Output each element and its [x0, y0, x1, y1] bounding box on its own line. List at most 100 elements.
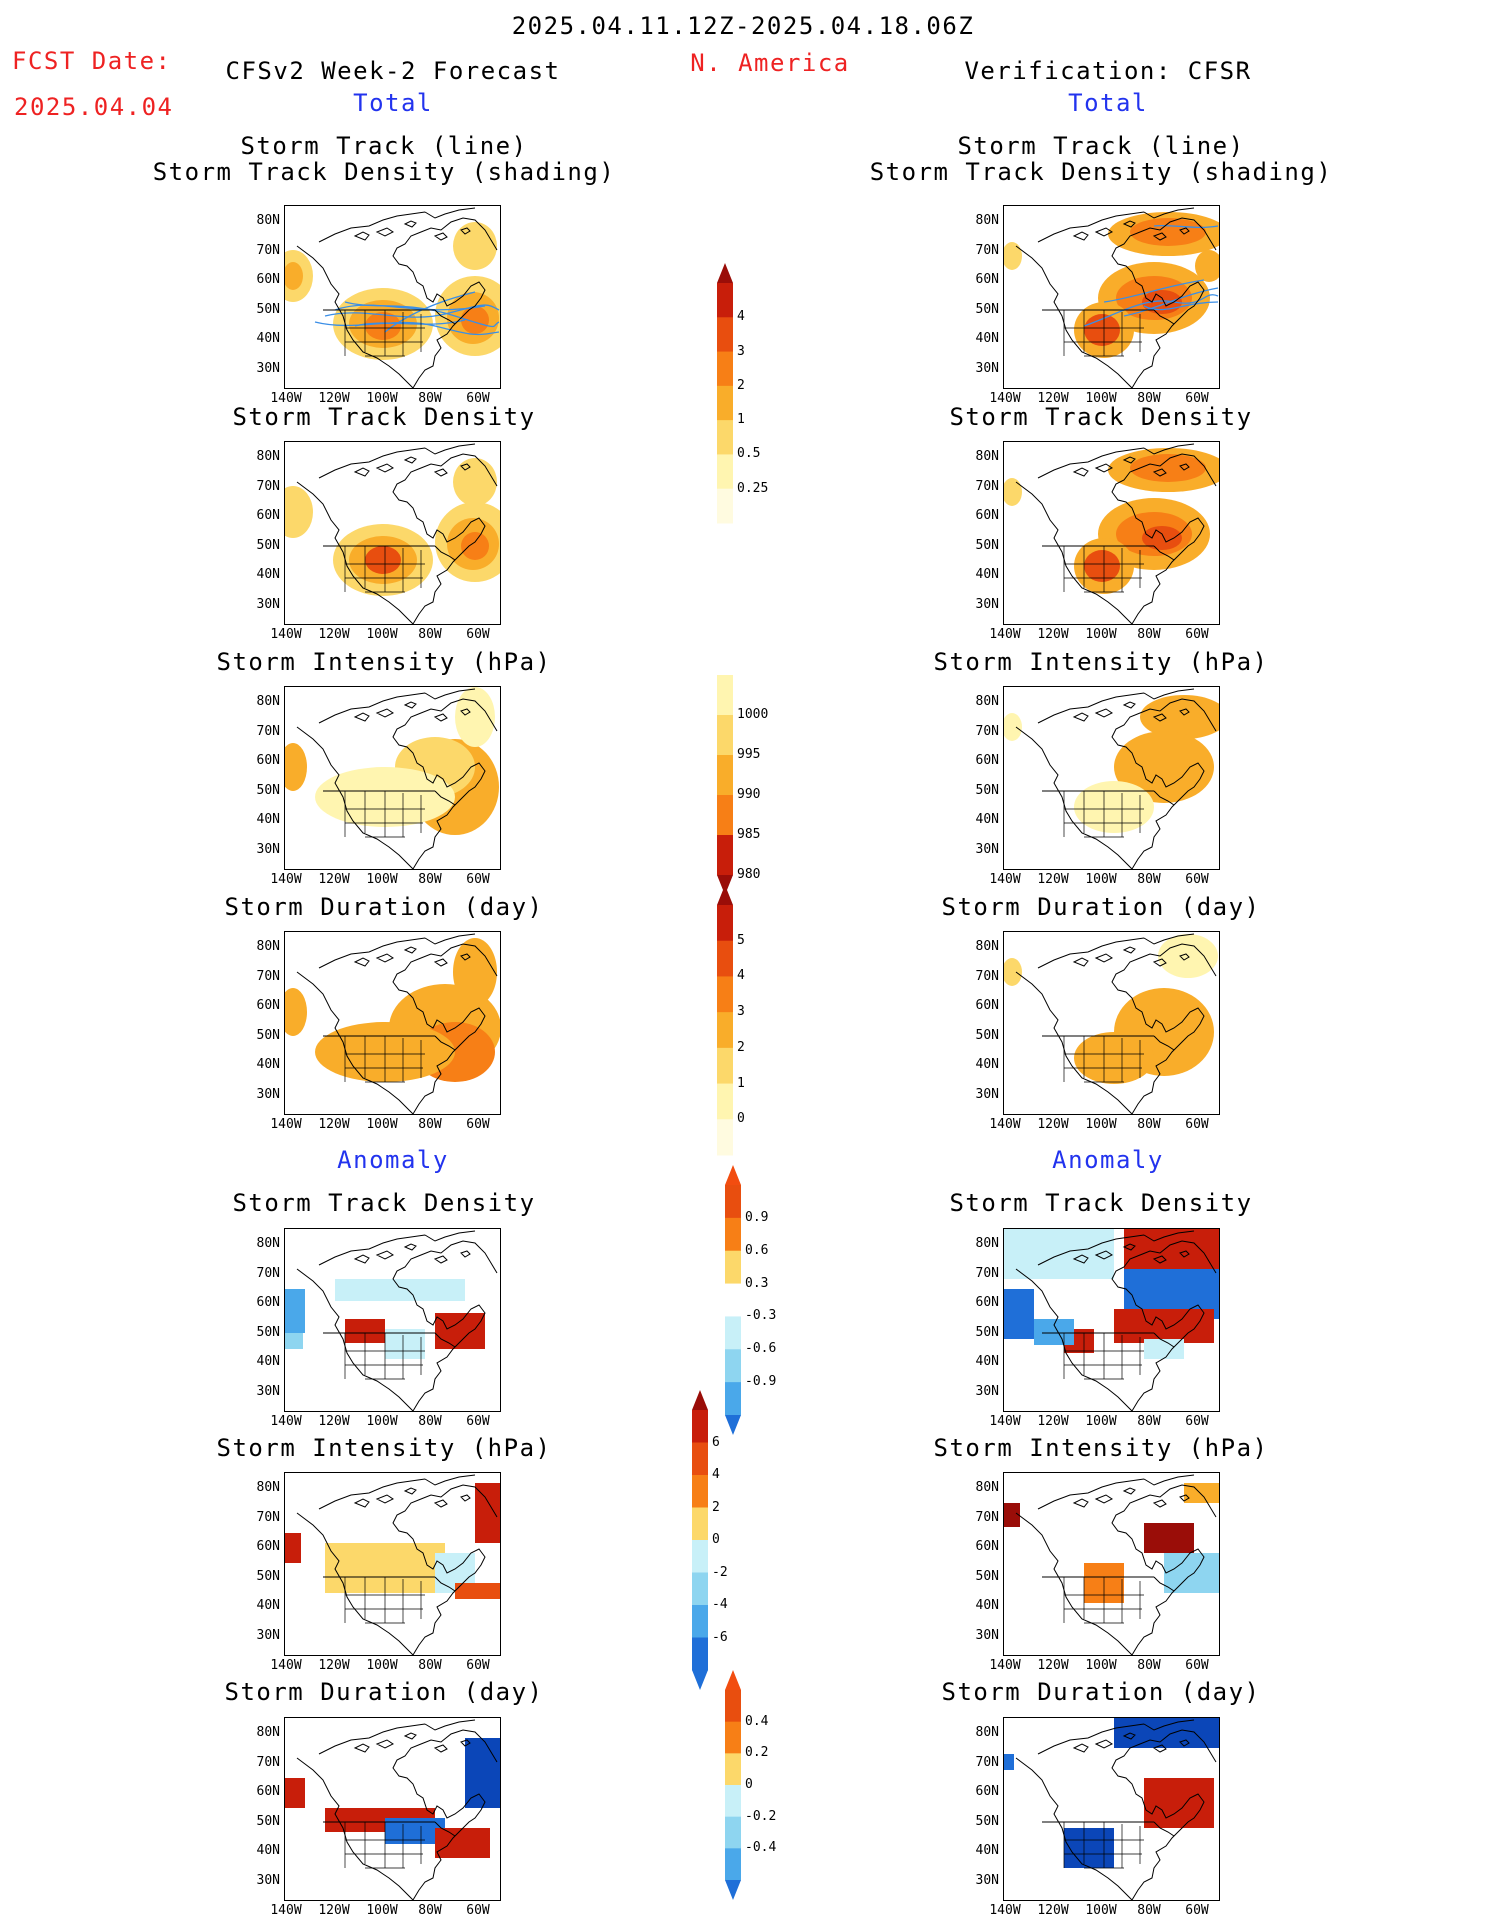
duration_anom-tick-label: 0	[745, 1777, 753, 1792]
r-anom-duration-lat-label: 40N	[975, 1843, 999, 1858]
l-duration-lat-label: 80N	[256, 939, 280, 954]
intensity_total-tick-label: 995	[737, 747, 761, 762]
anomaly-cell	[435, 1828, 490, 1858]
l-track-lon-label: 100W	[366, 391, 398, 406]
r-anom-density-lon-label: 120W	[1037, 1414, 1069, 1429]
colorbar-bottom-arrow	[692, 1670, 708, 1690]
colorbar-segment	[717, 835, 733, 876]
shading-region	[461, 532, 489, 560]
intensity_anom-colorbar	[692, 1390, 708, 1694]
r-density-map	[1003, 441, 1220, 625]
fcst-date-label: FCST Date:	[12, 47, 172, 75]
islands	[353, 701, 471, 722]
anomaly-cell	[285, 1289, 305, 1333]
state-borders	[344, 1822, 425, 1869]
colorbar-segment	[717, 454, 733, 490]
r-anom-density-lat-label: 70N	[975, 1265, 999, 1281]
shading-region	[455, 687, 495, 747]
anomaly-cell	[385, 1329, 425, 1359]
colorbar-segment	[717, 905, 733, 942]
density_anom-tick-label: -0.3	[745, 1308, 777, 1324]
l-density-lon-label: 120W	[318, 627, 350, 642]
l-track-lon-label: 80W	[418, 391, 442, 406]
colorbar-segment	[725, 1217, 741, 1252]
duration_anom-colorbar	[725, 1670, 741, 1904]
l-anom-density-lat-label: 60N	[256, 1295, 280, 1310]
r-anom-duration-lat-label: 70N	[975, 1754, 999, 1770]
l-anom-density-title: Storm Track Density	[232, 1189, 536, 1217]
intensity_anom-tick-label: 4	[712, 1467, 720, 1482]
r-anom-density-lon-label: 60W	[1185, 1414, 1209, 1429]
r-duration-lat-label: 80N	[975, 939, 999, 954]
colorbar-bottom-arrow	[725, 1415, 741, 1435]
coastline	[1015, 688, 1217, 869]
r-duration-lat-label: 60N	[975, 998, 999, 1013]
l-track-lat-label: 70N	[256, 242, 280, 258]
r-density-lat-label: 40N	[975, 567, 999, 582]
coastline	[1015, 443, 1217, 624]
right-anomaly-label: Anomaly	[1052, 1146, 1164, 1174]
r-anom-duration-lat-label: 50N	[975, 1813, 999, 1829]
l-density-map	[284, 441, 501, 625]
r-anom-intensity-lon-label: 60W	[1185, 1658, 1209, 1673]
islands	[1072, 701, 1190, 722]
l-duration-lon-label: 140W	[270, 1117, 302, 1132]
l-duration-lon-label: 60W	[466, 1117, 490, 1132]
colorbar-segment	[717, 675, 733, 716]
r-intensity-lat-label: 80N	[975, 694, 999, 709]
duration_total-tick-label: 1	[737, 1075, 745, 1091]
shading-region	[1195, 250, 1219, 282]
r-anom-density-lon-label: 140W	[989, 1414, 1021, 1429]
storm-track-line	[314, 321, 500, 336]
colorbar-top-arrow	[717, 263, 733, 283]
l-anom-duration-lon-label: 80W	[418, 1903, 442, 1918]
colorbar-top-arrow	[717, 885, 733, 905]
l-duration-lat-label: 30N	[256, 1086, 280, 1102]
l-track-line-title: Storm Track (line)	[240, 132, 528, 160]
state-borders	[344, 791, 425, 838]
l-intensity-lon-label: 60W	[466, 872, 490, 887]
anomaly-cell	[1004, 1754, 1014, 1770]
l-anom-density-lon-label: 140W	[270, 1414, 302, 1429]
shading-region	[1130, 218, 1206, 246]
intensity_anom-tick-label: -6	[712, 1629, 728, 1645]
l-anom-intensity-lon-label: 60W	[466, 1658, 490, 1673]
colorbar-segment	[725, 1382, 741, 1416]
l-track-lon-label: 120W	[318, 391, 350, 406]
colorbar-segment	[692, 1540, 708, 1573]
state-borders	[344, 1333, 425, 1380]
r-intensity-lat-label: 50N	[975, 782, 999, 798]
r-density-lon-label: 120W	[1037, 627, 1069, 642]
colorbar-segment	[692, 1605, 708, 1638]
national-border	[1042, 790, 1175, 806]
density_anom-tick-label: 0.9	[745, 1209, 769, 1225]
l-anom-duration-lon-label: 120W	[318, 1903, 350, 1918]
intensity_total-tick-label: 1000	[737, 707, 769, 722]
state-borders	[1063, 1036, 1144, 1083]
state-borders	[344, 310, 425, 357]
state-borders	[1063, 791, 1144, 838]
islands	[353, 1487, 471, 1508]
l-anom-duration-lat-label: 40N	[256, 1843, 280, 1858]
colorbar-segment	[717, 940, 733, 977]
r-anom-intensity-lat-label: 70N	[975, 1509, 999, 1525]
l-intensity-lon-label: 140W	[270, 872, 302, 887]
duration_total-tick-label: 4	[737, 968, 745, 984]
colorbar-segment	[725, 1816, 741, 1849]
coastline	[1015, 207, 1217, 388]
r-density-lon-label: 80W	[1137, 627, 1161, 642]
shading-region	[285, 486, 313, 538]
anomaly-cell	[1144, 1778, 1214, 1828]
national-border	[323, 309, 456, 325]
l-density-lon-label: 60W	[466, 627, 490, 642]
left-anomaly-label: Anomaly	[337, 1146, 449, 1174]
l-intensity-lon-label: 100W	[366, 872, 398, 887]
r-intensity-lon-label: 140W	[989, 872, 1021, 887]
l-track-lat-label: 60N	[256, 272, 280, 287]
colorbar-segment	[717, 283, 733, 318]
l-anom-intensity-lat-label: 30N	[256, 1627, 280, 1643]
r-duration-lat-label: 70N	[975, 968, 999, 984]
r-anom-intensity-lon-label: 100W	[1085, 1658, 1117, 1673]
national-border	[1042, 545, 1175, 561]
storm-track-line	[334, 304, 486, 311]
